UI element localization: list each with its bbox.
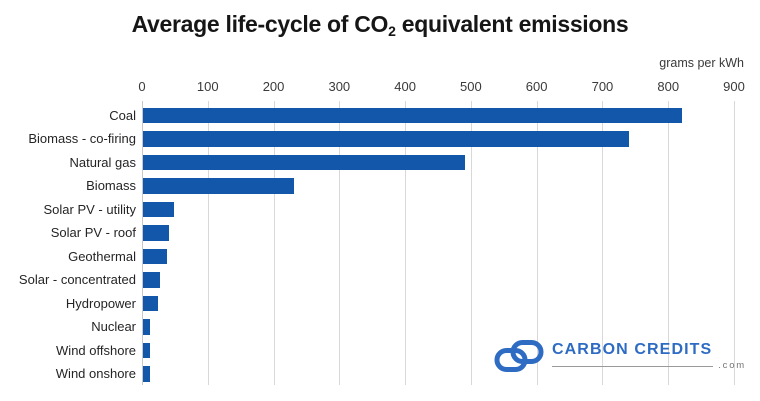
bar-biomass <box>142 178 294 194</box>
chart-title-prefix: Average life-cycle of CO <box>131 11 389 37</box>
bar-solar-pv-roof <box>142 225 170 241</box>
category-label-coal: Coal <box>109 107 136 123</box>
gridline-900 <box>734 101 735 385</box>
chart-title-subscript: 2 <box>388 23 396 39</box>
gridline-200 <box>273 101 275 385</box>
bar-biomass-co-firing <box>142 131 630 147</box>
bar-wind-onshore <box>142 366 150 382</box>
gridline-700 <box>602 101 604 385</box>
gridline-300 <box>339 101 341 385</box>
x-tick-label-200: 200 <box>262 79 285 94</box>
logo-text-block: CARBON CREDITS .com <box>552 341 746 371</box>
x-tick-label-500: 500 <box>460 79 482 94</box>
x-tick-label-400: 400 <box>394 79 416 94</box>
chart-title: Average life-cycle of CO2 equivalent emi… <box>0 11 760 39</box>
logo-brand-text: CARBON CREDITS <box>552 341 713 358</box>
category-label-hydropower: Hydropower <box>65 295 136 311</box>
chart-title-suffix: equivalent emissions <box>395 11 629 37</box>
x-tick-label-800: 800 <box>657 79 680 94</box>
category-label-wind-onshore: Wind onshore <box>55 366 136 382</box>
logo-rule <box>552 365 714 367</box>
x-tick-label-0: 0 <box>138 79 146 94</box>
gridline-0 <box>142 101 143 385</box>
bar-nuclear <box>142 319 151 335</box>
category-label-solar-pv-roof: Solar PV - roof <box>50 225 136 241</box>
category-label-wind-offshore: Wind offshore <box>56 342 136 358</box>
bar-geothermal <box>142 248 168 264</box>
x-tick-label-300: 300 <box>328 79 351 94</box>
category-label-geothermal: Geothermal <box>68 248 136 264</box>
category-label-biomass-co-firing: Biomass - co-firing <box>28 131 136 147</box>
category-label-biomass: Biomass <box>86 178 136 194</box>
gridline-800 <box>668 101 670 385</box>
bar-coal <box>142 107 682 123</box>
gridline-400 <box>405 101 407 385</box>
carbon-credits-logo: CARBON CREDITS .com <box>494 334 746 378</box>
x-tick-label-100: 100 <box>196 79 219 94</box>
x-tick-label-700: 700 <box>591 79 614 94</box>
category-label-natural-gas: Natural gas <box>69 154 136 170</box>
x-tick-label-900: 900 <box>723 79 745 94</box>
category-label-solar-pv-utility: Solar PV - utility <box>43 201 136 217</box>
gridline-100 <box>207 101 209 385</box>
axis-unit-label: grams per kWh <box>659 56 744 70</box>
infinity-loops-icon <box>494 340 544 372</box>
bar-wind-offshore <box>142 342 151 358</box>
category-label-solar-concentrated: Solar - concentrated <box>18 272 136 288</box>
category-label-nuclear: Nuclear <box>91 319 136 335</box>
x-tick-label-600: 600 <box>525 79 548 94</box>
bar-solar-pv-utility <box>142 201 175 217</box>
gridline-600 <box>536 101 538 385</box>
bar-natural-gas <box>142 154 465 170</box>
logo-domain-text: .com <box>718 360 746 371</box>
logo-subline: .com <box>552 361 746 371</box>
bar-hydropower <box>142 295 159 311</box>
bar-solar-concentrated <box>142 272 161 288</box>
gridline-500 <box>470 101 472 385</box>
